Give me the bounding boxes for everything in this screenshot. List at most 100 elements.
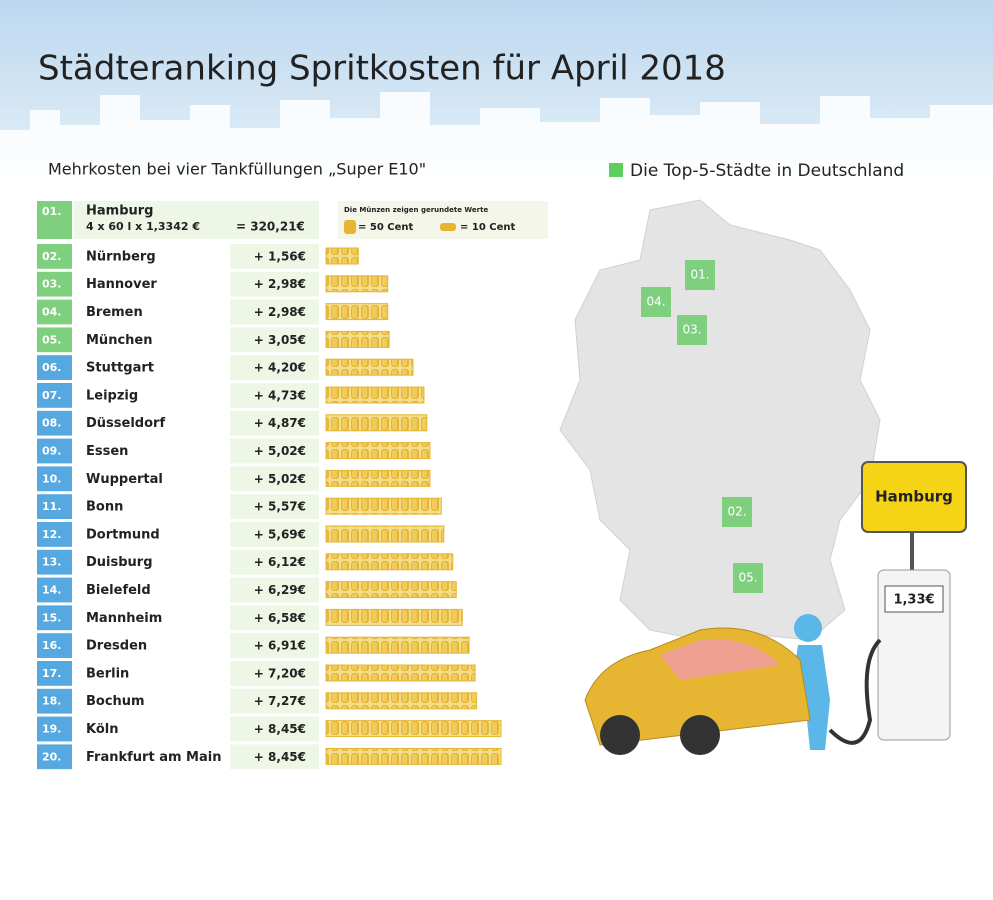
map-label: 01. <box>690 268 709 282</box>
value-label: + 7,20€ <box>254 666 306 680</box>
price-box <box>884 585 944 613</box>
formula: 4 x 60 l x 1,3342 € <box>86 220 200 233</box>
car-window <box>660 639 780 680</box>
row-bg <box>230 244 319 269</box>
rank: 07. <box>42 389 62 402</box>
row-bg <box>230 522 319 547</box>
row-bg <box>230 410 319 436</box>
value-label: + 5,02€ <box>254 444 306 458</box>
rank-box <box>37 201 72 239</box>
value-label: + 1,56€ <box>254 249 306 263</box>
value-label: + 6,12€ <box>254 555 306 569</box>
city: Duisburg <box>86 555 153 570</box>
city: Dortmund <box>86 527 160 542</box>
rank-box <box>37 244 72 269</box>
bar <box>325 469 431 487</box>
rank: 19. <box>42 723 62 736</box>
bar <box>325 358 414 376</box>
map-label: 03. <box>682 323 701 337</box>
hose <box>828 638 882 745</box>
rank: 12. <box>42 528 62 541</box>
coin-legend-bg <box>338 201 548 239</box>
value-label: + 4,20€ <box>254 361 306 375</box>
city: Nürnberg <box>86 249 156 264</box>
row-bg <box>230 744 319 770</box>
city: Bochum <box>86 694 145 709</box>
value-label: + 4,73€ <box>254 388 306 402</box>
rank-box <box>37 633 72 658</box>
rank: 18. <box>42 695 62 708</box>
map-marker <box>677 315 707 345</box>
row-bg <box>230 438 319 464</box>
rank: 16. <box>42 639 62 652</box>
row-bg <box>230 466 319 492</box>
rank-box <box>37 438 72 464</box>
bar <box>325 581 457 599</box>
value-label: + 2,98€ <box>254 277 306 291</box>
bar <box>325 553 454 571</box>
bar <box>325 414 428 432</box>
price: 1,33€ <box>893 593 934 608</box>
bar <box>325 664 476 682</box>
rank-box <box>37 661 72 686</box>
city: Leipzig <box>86 388 138 403</box>
value-label: + 6,58€ <box>254 611 306 625</box>
bar <box>325 275 389 293</box>
row-bg <box>230 299 319 325</box>
value-label: + 6,91€ <box>254 639 306 653</box>
map-marker <box>641 287 671 317</box>
rank-box <box>37 299 72 325</box>
city: Hamburg <box>86 204 153 219</box>
row-bg <box>230 688 319 714</box>
rank-box <box>37 327 72 353</box>
rank-box <box>37 466 72 492</box>
bar <box>325 525 445 543</box>
city: Bonn <box>86 500 123 515</box>
rank: 06. <box>42 361 62 374</box>
rank: 05. <box>42 333 62 346</box>
bar <box>325 442 431 460</box>
map-marker <box>685 260 715 290</box>
bar <box>325 720 502 738</box>
city: Stuttgart <box>86 361 154 376</box>
value-label: + 8,45€ <box>254 750 306 764</box>
rank: 20. <box>42 750 62 763</box>
rank-box <box>37 494 72 519</box>
city: Bremen <box>86 305 143 320</box>
bar <box>325 303 389 321</box>
coin-legend: = 10 Cent <box>460 222 515 233</box>
city: Essen <box>86 444 128 459</box>
value-label: + 5,69€ <box>254 527 306 541</box>
city: Hannover <box>86 277 157 292</box>
wheel <box>680 715 720 755</box>
rank: 01. <box>42 205 62 218</box>
rank: 13. <box>42 556 62 569</box>
rank-box <box>37 355 72 380</box>
germany-map <box>559 199 881 641</box>
city: Frankfurt am Main <box>86 750 221 765</box>
rank-box <box>37 577 72 603</box>
row-bg <box>230 577 319 603</box>
rank: 04. <box>42 306 62 319</box>
city: München <box>86 333 152 348</box>
bar <box>325 497 442 515</box>
rank: 11. <box>42 500 62 513</box>
map-label: 04. <box>646 295 665 309</box>
bar <box>325 692 478 710</box>
rank: 09. <box>42 445 62 458</box>
coin-50 <box>344 220 356 234</box>
value-label: + 5,02€ <box>254 472 306 486</box>
city: Köln <box>86 722 119 737</box>
row-bg <box>230 605 319 631</box>
row-bg <box>230 494 319 519</box>
row-bg <box>230 355 319 380</box>
rank-box <box>37 410 72 436</box>
title: Städteranking Spritkosten für April 2018 <box>38 49 726 89</box>
value-label: + 4,87€ <box>254 416 306 430</box>
row-bg <box>74 201 319 239</box>
coin-legend: = 50 Cent <box>358 222 413 233</box>
bar <box>325 747 502 765</box>
row-bg <box>230 383 319 408</box>
city: Düsseldorf <box>86 416 165 431</box>
